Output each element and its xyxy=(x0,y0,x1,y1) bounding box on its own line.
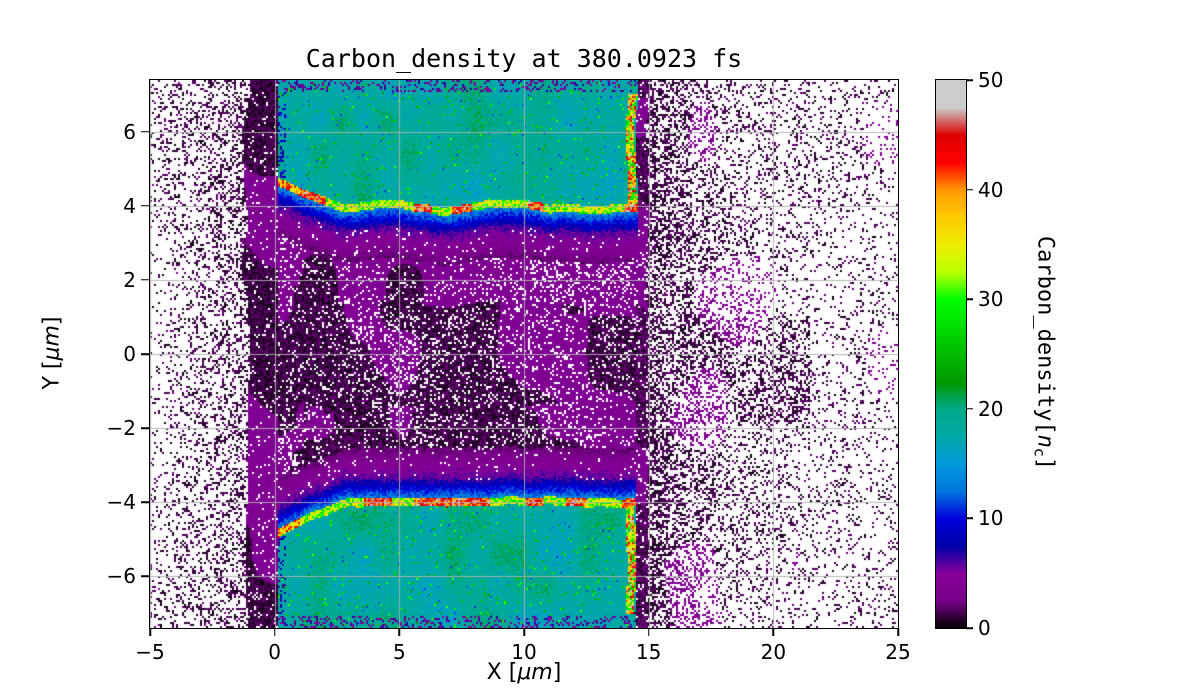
colorbar-tick-label: 30 xyxy=(978,287,1004,312)
x-tick-label: 5 xyxy=(392,640,406,664)
chart-title: Carbon_density at 380.0923 fs xyxy=(305,44,743,73)
plot-area: −5 0 5 10 15 20 25 −6 −4 −2 0 2 4 6 xyxy=(107,79,911,664)
colorbar-tick xyxy=(966,298,973,300)
y-tick-label: 2 xyxy=(123,267,136,292)
y-axis-label-close: ] xyxy=(39,316,65,326)
colorbar-tick-label: 20 xyxy=(978,396,1004,421)
x-axis-label: X [μm] xyxy=(487,660,562,685)
colorbar-label-text: Carbon_density[ xyxy=(1032,235,1058,435)
colorbar-tick xyxy=(966,79,973,81)
y-tick xyxy=(141,131,149,133)
y-tick-label: −4 xyxy=(106,490,136,515)
x-tick xyxy=(647,628,650,636)
colorbar-canvas xyxy=(936,80,966,628)
x-tick xyxy=(149,628,151,636)
colorbar-tick-label: 10 xyxy=(978,506,1004,531)
x-tick-label: 20 xyxy=(760,640,787,664)
colorbar-label-close: ] xyxy=(1032,456,1058,471)
y-tick xyxy=(141,575,149,577)
colorbar-tick xyxy=(966,408,973,410)
y-tick xyxy=(141,501,149,503)
x-tick xyxy=(273,628,276,636)
x-axis-label-close: ] xyxy=(552,660,562,685)
y-tick-label: −6 xyxy=(106,564,136,589)
x-tick-label: −5 xyxy=(135,640,165,664)
y-tick-label: 6 xyxy=(123,119,136,144)
colorbar-label-subscript: c xyxy=(1030,447,1049,457)
x-axis-label-text: X [ xyxy=(486,660,518,685)
colorbar: 0 10 20 30 40 50 xyxy=(935,68,1003,640)
colorbar-tick xyxy=(966,188,973,191)
heatmap-canvas xyxy=(150,80,898,628)
x-axis-label-unit: μm xyxy=(517,660,553,685)
colorbar-tick-label: 50 xyxy=(978,68,1004,92)
x-tick xyxy=(897,628,899,636)
y-axis-label-text: Y [ xyxy=(39,360,65,390)
x-tick-label: 25 xyxy=(885,640,911,664)
x-tick-label: 10 xyxy=(511,640,537,664)
y-axis-label-unit: μm xyxy=(39,325,65,361)
y-tick xyxy=(141,279,149,281)
y-tick-label: −2 xyxy=(106,416,136,441)
x-tick-label: 15 xyxy=(635,640,662,664)
x-tick-label: 0 xyxy=(268,640,282,664)
x-tick xyxy=(523,628,525,636)
colorbar-tick-label: 40 xyxy=(978,177,1004,202)
colorbar-tick xyxy=(966,517,973,520)
y-tick-label: 4 xyxy=(123,193,136,218)
x-tick xyxy=(772,628,775,636)
y-tick xyxy=(141,353,149,355)
colorbar-label: Carbon_density[nc] xyxy=(1030,236,1057,470)
y-tick xyxy=(141,427,149,429)
colorbar-label-symbol: n xyxy=(1032,434,1058,448)
y-axis-label: Y [μm] xyxy=(40,316,65,389)
colorbar-tick xyxy=(966,627,973,629)
y-tick xyxy=(141,205,149,207)
colorbar-tick-label: 0 xyxy=(978,616,991,640)
x-tick xyxy=(398,628,401,636)
y-tick-label: 0 xyxy=(123,342,136,366)
